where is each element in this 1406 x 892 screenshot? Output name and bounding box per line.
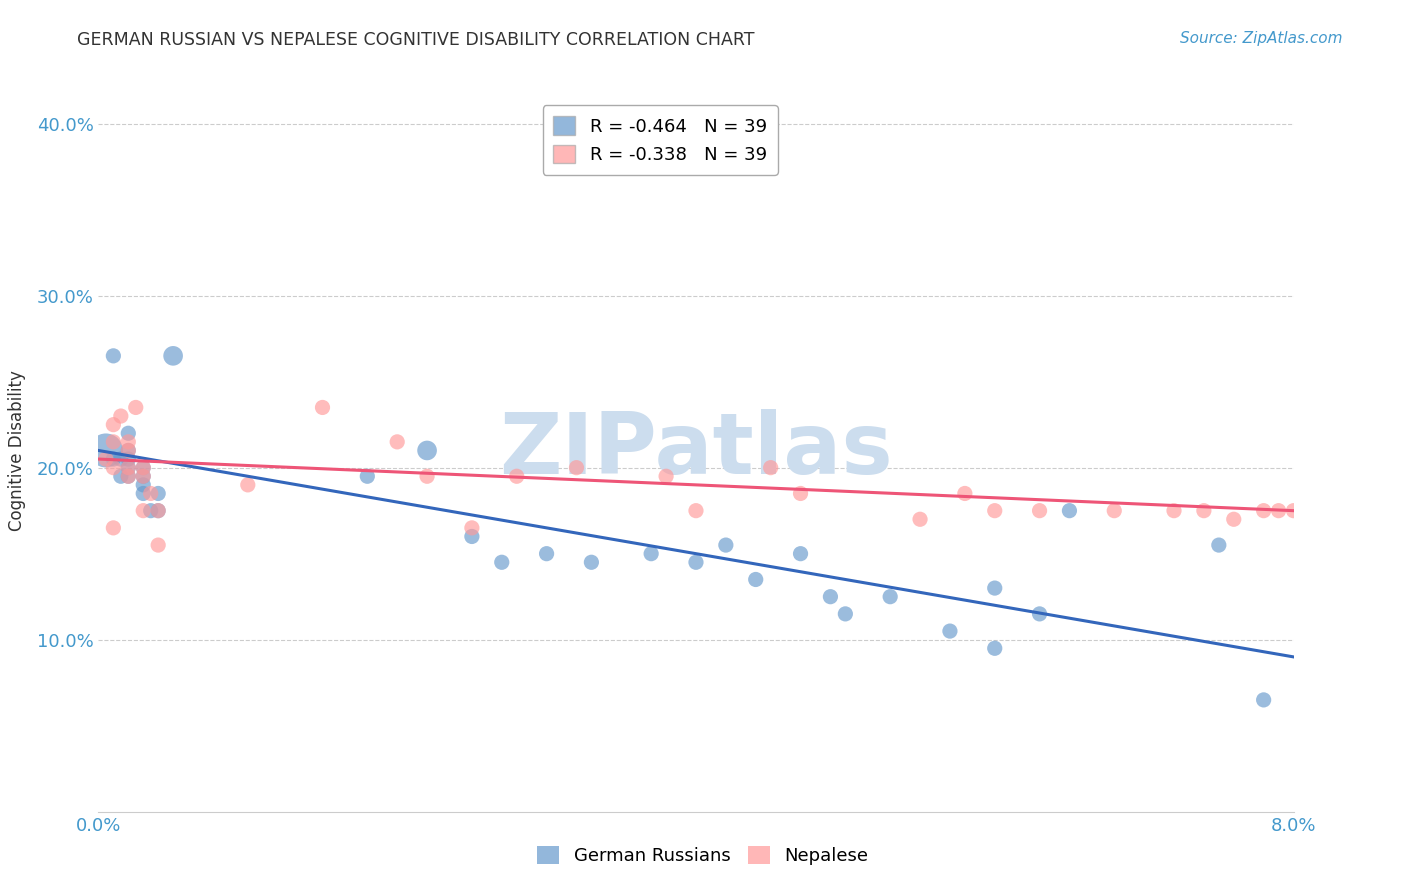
Point bbox=[385, 434, 409, 449]
Point bbox=[714, 538, 737, 552]
Point bbox=[117, 443, 139, 458]
Point bbox=[834, 607, 856, 621]
Point bbox=[132, 460, 155, 475]
Text: ZIPatlas: ZIPatlas bbox=[499, 409, 893, 492]
Point bbox=[879, 590, 901, 604]
Point bbox=[685, 503, 707, 517]
Point bbox=[139, 503, 162, 517]
Point bbox=[117, 443, 139, 458]
Point bbox=[1059, 503, 1081, 517]
Point bbox=[789, 486, 811, 500]
Point bbox=[132, 460, 155, 475]
Point bbox=[745, 573, 768, 587]
Point bbox=[132, 469, 155, 483]
Point bbox=[759, 460, 782, 475]
Point bbox=[1223, 512, 1246, 526]
Point bbox=[491, 555, 513, 569]
Point bbox=[148, 503, 170, 517]
Point bbox=[117, 469, 139, 483]
Point bbox=[789, 547, 811, 561]
Point bbox=[416, 443, 439, 458]
Point bbox=[117, 426, 139, 441]
Point bbox=[117, 452, 139, 467]
Point bbox=[103, 434, 125, 449]
Point bbox=[1163, 503, 1185, 517]
Point bbox=[416, 469, 439, 483]
Point bbox=[820, 590, 842, 604]
Point bbox=[1282, 503, 1305, 517]
Point bbox=[1253, 693, 1275, 707]
Point bbox=[148, 486, 170, 500]
Point bbox=[908, 512, 931, 526]
Point bbox=[94, 443, 117, 458]
Y-axis label: Cognitive Disability: Cognitive Disability bbox=[7, 370, 25, 531]
Point bbox=[103, 452, 125, 467]
Point bbox=[110, 452, 132, 467]
Text: Source: ZipAtlas.com: Source: ZipAtlas.com bbox=[1180, 31, 1343, 46]
Point bbox=[117, 460, 139, 475]
Point bbox=[132, 469, 155, 483]
Point bbox=[1208, 538, 1230, 552]
Point bbox=[94, 452, 117, 467]
Point bbox=[655, 469, 678, 483]
Point bbox=[236, 478, 259, 492]
Text: GERMAN RUSSIAN VS NEPALESE COGNITIVE DISABILITY CORRELATION CHART: GERMAN RUSSIAN VS NEPALESE COGNITIVE DIS… bbox=[77, 31, 755, 49]
Point bbox=[565, 460, 588, 475]
Legend: R = -0.464   N = 39, R = -0.338   N = 39: R = -0.464 N = 39, R = -0.338 N = 39 bbox=[543, 105, 778, 175]
Point bbox=[110, 409, 132, 423]
Point bbox=[148, 503, 170, 517]
Point bbox=[581, 555, 603, 569]
Point bbox=[461, 529, 484, 543]
Point bbox=[1253, 503, 1275, 517]
Point bbox=[984, 641, 1007, 656]
Point bbox=[110, 469, 132, 483]
Point bbox=[132, 486, 155, 500]
Point bbox=[125, 401, 148, 415]
Point bbox=[1028, 607, 1050, 621]
Point bbox=[162, 349, 184, 363]
Point bbox=[148, 538, 170, 552]
Point bbox=[461, 521, 484, 535]
Point bbox=[536, 547, 558, 561]
Point bbox=[311, 401, 333, 415]
Point bbox=[506, 469, 529, 483]
Point bbox=[132, 478, 155, 492]
Point bbox=[117, 460, 139, 475]
Point bbox=[984, 581, 1007, 595]
Legend: German Russians, Nepalese: German Russians, Nepalese bbox=[530, 838, 876, 872]
Point bbox=[640, 547, 662, 561]
Point bbox=[132, 503, 155, 517]
Point bbox=[953, 486, 976, 500]
Point bbox=[103, 417, 125, 432]
Point bbox=[139, 486, 162, 500]
Point bbox=[939, 624, 962, 639]
Point bbox=[1028, 503, 1050, 517]
Point bbox=[984, 503, 1007, 517]
Point bbox=[103, 349, 125, 363]
Point bbox=[685, 555, 707, 569]
Point bbox=[356, 469, 378, 483]
Point bbox=[1104, 503, 1126, 517]
Point bbox=[103, 460, 125, 475]
Point bbox=[103, 521, 125, 535]
Point bbox=[1267, 503, 1289, 517]
Point bbox=[1192, 503, 1215, 517]
Point bbox=[117, 434, 139, 449]
Point bbox=[117, 469, 139, 483]
